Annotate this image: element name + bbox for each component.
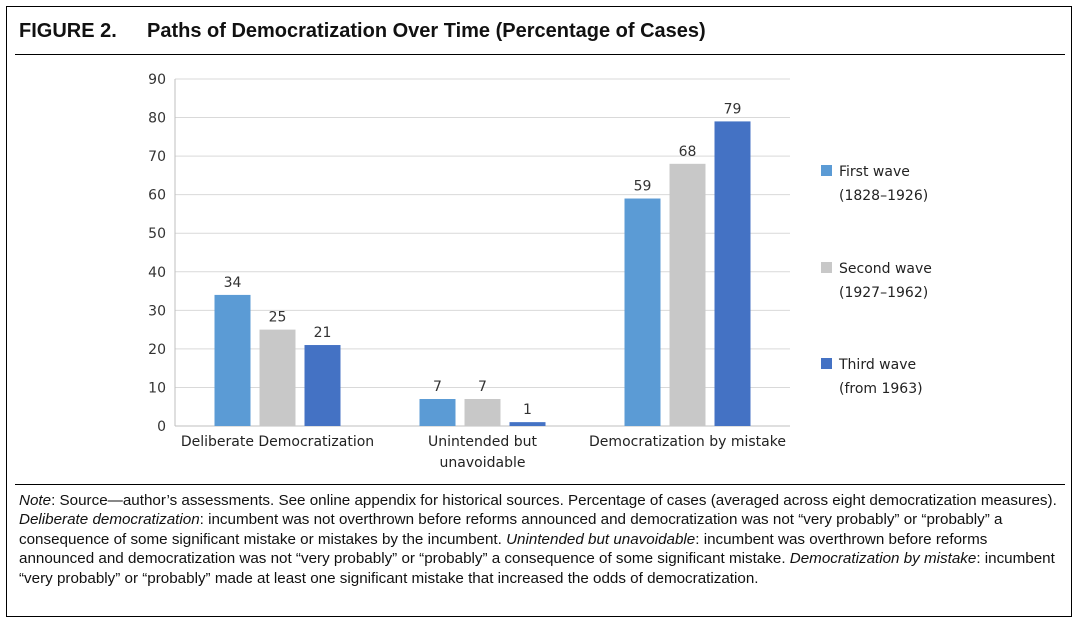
note-part: Deliberate democratization — [19, 511, 200, 529]
data-label: 68 — [679, 144, 697, 160]
bar — [259, 329, 296, 426]
figure-title: FIGURE 2. Paths of Democratization Over T… — [19, 20, 706, 43]
note-part: : incumbent was not overthrown before re… — [19, 511, 1003, 548]
note-part: : incumbent was overthrown before reform… — [19, 530, 988, 568]
data-label: 79 — [724, 101, 742, 117]
data-label: 21 — [314, 325, 332, 341]
legend-label: Third wave — [838, 357, 916, 373]
y-tick-label: 70 — [148, 149, 166, 165]
legend-label: (1927–1962) — [839, 285, 928, 301]
legend-swatch — [821, 358, 832, 369]
note-part: Democratization by mistake — [789, 550, 977, 568]
legend-swatch — [821, 262, 832, 273]
note-rule — [15, 484, 1065, 485]
x-tick-label: Unintended but — [428, 434, 537, 450]
note-part: : Source—author’s assessments. See onlin… — [51, 492, 1057, 509]
figure-label: FIGURE 2. — [19, 20, 117, 42]
bar — [214, 294, 251, 426]
data-label: 1 — [523, 402, 532, 418]
y-tick-label: 10 — [148, 380, 166, 396]
note-part: Note — [19, 492, 52, 509]
y-tick-label: 20 — [148, 342, 166, 358]
y-tick-label: 60 — [148, 188, 166, 204]
bar-chart: 0 10 20 30 40 50 60 70 80 90 34 25 21 Deliberate Demo… — [148, 72, 932, 471]
figure-frame — [6, 6, 1072, 617]
data-label: 7 — [433, 379, 442, 395]
data-label: 25 — [269, 310, 287, 326]
x-tick-label: Deliberate Democratization — [181, 434, 374, 450]
bar — [669, 163, 706, 427]
data-label: 59 — [634, 179, 652, 195]
y-tick-label: 90 — [148, 72, 166, 88]
bar — [304, 345, 341, 426]
data-label: 7 — [478, 379, 487, 395]
legend-label: (1828–1926) — [839, 188, 928, 204]
x-tick-label: unavoidable — [440, 455, 526, 471]
bar — [464, 399, 501, 426]
y-tick-label: 40 — [148, 265, 166, 281]
figure-title-text: Paths of Democratization Over Time (Perc… — [147, 20, 706, 42]
bar — [419, 399, 456, 426]
legend-label: (from 1963) — [839, 381, 923, 397]
y-tick-label: 0 — [157, 419, 166, 435]
legend-label: Second wave — [839, 261, 932, 277]
data-label: 34 — [224, 275, 242, 291]
title-rule — [15, 54, 1065, 55]
legend-swatch — [821, 165, 832, 176]
legend-label: First wave — [839, 164, 910, 180]
y-tick-label: 30 — [148, 303, 166, 319]
bar — [714, 121, 751, 427]
y-tick-label: 80 — [148, 111, 166, 127]
y-tick-label: 50 — [148, 226, 166, 242]
x-tick-label: Democratization by mistake — [589, 434, 786, 450]
figure-note: Note: Source—author’s assessments. See o… — [19, 491, 1064, 588]
note-part: Unintended but unavoidable — [506, 530, 696, 548]
bar — [624, 198, 661, 426]
note-part: : incumbent “very probably” or “probably… — [19, 550, 1055, 587]
bar — [509, 422, 546, 426]
